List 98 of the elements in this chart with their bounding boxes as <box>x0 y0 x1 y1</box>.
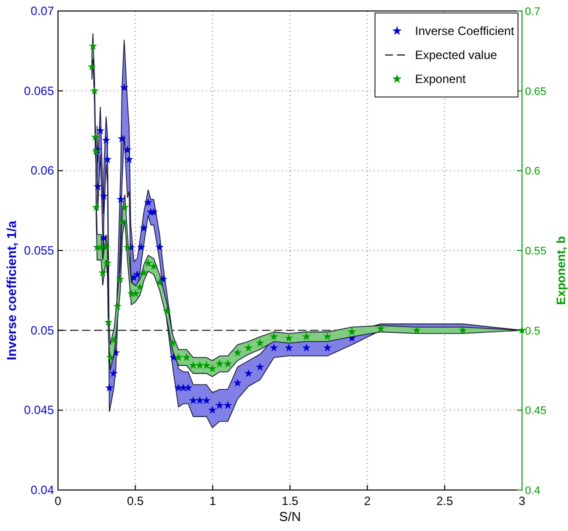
legend-label: Expected value <box>415 48 498 62</box>
y-tick-label: 0.04 <box>30 483 54 497</box>
point <box>103 155 112 164</box>
y-tick-label: 0.045 <box>24 403 54 418</box>
point <box>144 258 152 267</box>
point <box>140 268 148 276</box>
point <box>144 198 152 206</box>
y-axis-title: Inverse coefficient, 1/a <box>4 220 19 360</box>
point <box>110 335 119 344</box>
point <box>244 369 253 378</box>
y2-tick-label: 0.6 <box>525 166 540 178</box>
point <box>113 302 122 310</box>
x-tick-label: 0.5 <box>126 494 144 508</box>
point <box>244 343 253 352</box>
point <box>109 369 118 378</box>
point <box>92 202 100 211</box>
point <box>284 343 294 352</box>
y-tick-label: 0.07 <box>30 4 54 18</box>
y-tick-label: 0.055 <box>24 244 54 258</box>
point <box>233 348 242 356</box>
point <box>150 262 158 270</box>
point <box>90 86 99 94</box>
x-tick-label: 3 <box>518 494 526 508</box>
point <box>102 136 110 144</box>
point <box>302 343 311 352</box>
point <box>323 343 332 352</box>
legend-label: Inverse Coefficient <box>415 24 515 38</box>
point <box>215 359 224 368</box>
point <box>208 364 217 372</box>
point <box>91 132 100 141</box>
point <box>208 406 217 414</box>
point <box>412 326 422 334</box>
point <box>202 361 211 370</box>
point <box>123 242 132 251</box>
y2-tick-label: 0.4 <box>525 485 540 497</box>
point <box>150 208 158 216</box>
point <box>348 328 356 336</box>
y2-tick-label: 0.45 <box>525 405 546 418</box>
point <box>256 338 264 347</box>
point <box>136 282 144 291</box>
y-tick-label: 0.05 <box>30 323 54 338</box>
x-tick-label: 1.5 <box>282 494 299 508</box>
point <box>224 359 232 368</box>
y2-tick-label: 0.55 <box>525 246 546 258</box>
point <box>131 289 140 298</box>
point <box>105 383 114 392</box>
point <box>458 326 467 334</box>
x-tick-label: 1 <box>209 494 216 508</box>
point <box>118 217 127 226</box>
point <box>174 353 183 362</box>
point <box>155 242 164 251</box>
point <box>284 334 294 342</box>
y-tick-label: 0.065 <box>24 84 54 98</box>
point <box>270 343 278 352</box>
legend-label: Exponent <box>415 72 466 86</box>
point <box>162 306 172 315</box>
point <box>224 400 232 409</box>
x-tick-label: 0 <box>54 494 62 508</box>
point <box>196 396 204 404</box>
point <box>215 400 224 409</box>
point <box>137 242 146 251</box>
point <box>88 62 96 70</box>
point <box>100 192 108 200</box>
point <box>270 332 278 340</box>
point <box>256 362 264 371</box>
y-tick-label: 0.06 <box>30 164 54 178</box>
point <box>323 332 332 340</box>
point <box>182 353 191 362</box>
point <box>116 274 124 283</box>
point <box>123 145 132 154</box>
point <box>120 202 130 211</box>
x-tick-label: 2 <box>364 494 371 508</box>
point <box>140 224 148 232</box>
point <box>124 155 134 164</box>
point <box>106 353 114 362</box>
point <box>188 396 198 404</box>
y2-tick-label: 0.5 <box>525 325 540 338</box>
point <box>133 270 142 278</box>
point <box>202 396 211 404</box>
x-axis-title: S/N <box>279 509 301 524</box>
point <box>188 361 198 370</box>
point <box>88 42 98 50</box>
x-tick-label: 2.5 <box>436 494 454 508</box>
point <box>168 338 177 347</box>
point <box>155 278 164 286</box>
point <box>104 318 113 326</box>
point <box>376 324 385 332</box>
point <box>118 134 126 142</box>
y2-axis-title: Exponent, b <box>554 236 568 305</box>
point <box>302 332 311 340</box>
point <box>233 378 242 387</box>
y2-tick-label: 0.7 <box>525 6 540 18</box>
point <box>196 361 204 370</box>
point <box>96 126 105 134</box>
point <box>120 83 128 92</box>
point <box>98 268 107 276</box>
y2-tick-label: 0.65 <box>525 86 546 98</box>
point <box>103 258 112 267</box>
